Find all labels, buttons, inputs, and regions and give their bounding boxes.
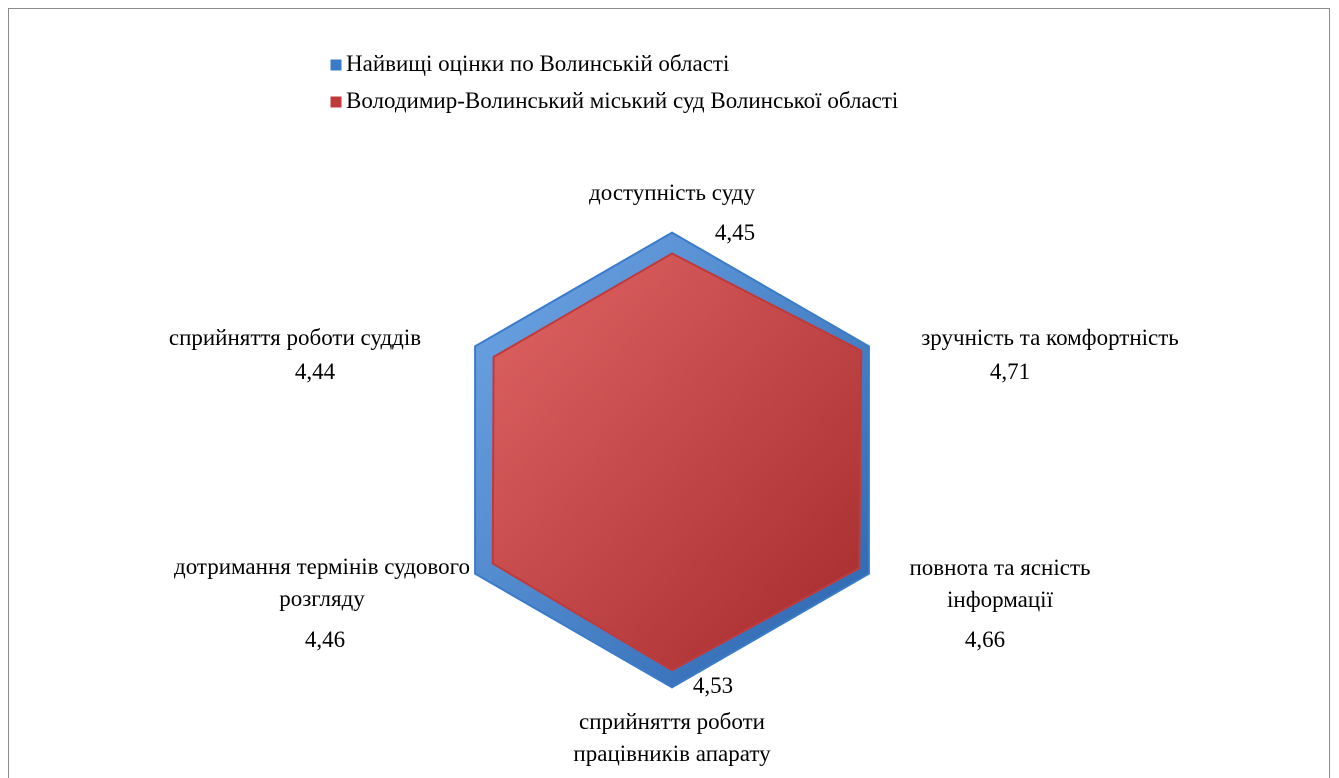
- legend-label: Найвищі оцінки по Волинській області: [346, 51, 730, 76]
- category-label: сприйняття роботи працівників апарату: [573, 709, 771, 766]
- data-label: 4,53: [692, 673, 734, 698]
- data-label: 4,66: [964, 627, 1006, 652]
- radar-area: [491, 252, 863, 672]
- chart-border: [8, 8, 1330, 778]
- legend-label: Володимир-Волинський міський суд Волинсь…: [346, 88, 899, 113]
- category-label: повнота та ясність інформації: [909, 555, 1091, 612]
- data-label: 4,44: [294, 359, 336, 384]
- category-label: сприйняття роботи суддів: [168, 325, 422, 350]
- data-label: 4,46: [304, 627, 346, 652]
- category-label: зручність та комфортність: [921, 325, 1179, 350]
- category-label: дотримання термінів судового розгляду: [174, 554, 470, 611]
- category-label: доступність суду: [589, 180, 755, 205]
- legend-swatch: [329, 58, 343, 72]
- data-label: 4,45: [714, 220, 756, 245]
- data-label: 4,71: [989, 359, 1031, 384]
- legend-swatch: [329, 95, 343, 109]
